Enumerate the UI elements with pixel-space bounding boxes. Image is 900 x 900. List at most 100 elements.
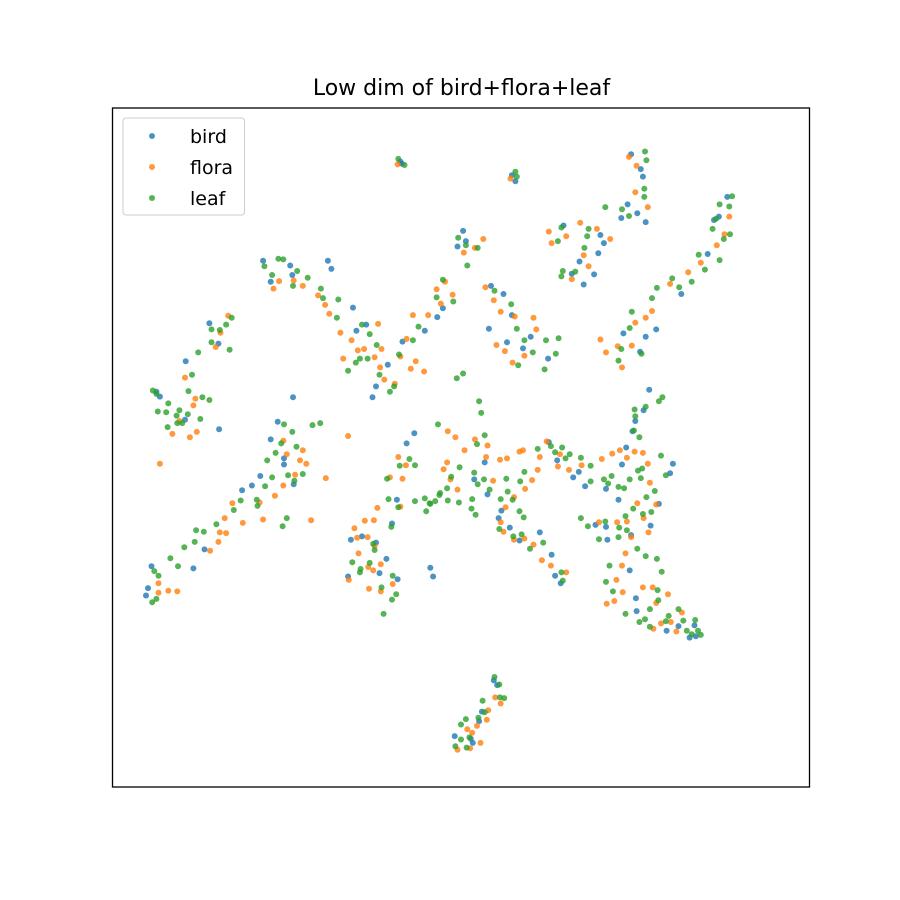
flora-point — [511, 313, 518, 320]
flora-point — [483, 454, 490, 460]
leaf-point — [439, 276, 446, 283]
flora-point — [212, 344, 219, 350]
bird-point — [536, 529, 543, 536]
bird-point — [576, 258, 583, 265]
leaf-point — [389, 596, 395, 603]
flora-point — [337, 329, 344, 336]
leaf-point — [176, 407, 183, 414]
flora-point — [322, 475, 329, 482]
leaf-point — [515, 362, 522, 369]
leaf-point — [409, 337, 416, 344]
bird-point — [642, 219, 649, 226]
leaf-point — [371, 547, 378, 553]
flora-point — [326, 310, 333, 317]
flora-point — [585, 263, 592, 270]
legend-box — [122, 117, 245, 216]
plot-frame — [111, 107, 811, 788]
leaf-point — [283, 515, 290, 522]
leaf-point — [151, 568, 158, 575]
flora-point — [713, 242, 720, 249]
flora-point — [403, 335, 410, 342]
flora-point — [409, 312, 416, 319]
bird-point — [462, 238, 469, 245]
leaf-point — [237, 497, 244, 504]
bird-point — [623, 444, 630, 451]
leaf-point — [391, 383, 398, 390]
leaf-point — [642, 616, 648, 623]
leaf-point — [167, 555, 174, 562]
leaf-point — [317, 420, 324, 427]
flora-point — [366, 585, 372, 592]
flora-point — [502, 504, 509, 511]
flora-point — [593, 225, 600, 232]
bird-point — [554, 457, 561, 464]
flora-point — [377, 561, 384, 568]
leaf-point — [649, 295, 655, 302]
leaf-point — [552, 350, 559, 357]
bird-point — [516, 537, 523, 544]
leaf-point — [584, 523, 591, 530]
leaf-point — [509, 496, 516, 503]
flora-point — [223, 530, 230, 537]
flora-point — [425, 312, 432, 319]
bird-point — [634, 210, 641, 217]
leaf-point — [688, 631, 695, 638]
flora-point — [471, 436, 478, 443]
leaf-point — [370, 540, 377, 547]
leaf-point — [655, 398, 662, 405]
bird-point — [393, 496, 400, 503]
leaf-point — [626, 213, 632, 219]
leaf-point — [179, 420, 186, 427]
leaf-point — [521, 337, 528, 344]
leaf-point — [653, 555, 660, 562]
leaf-point — [366, 331, 373, 338]
series-leaf — [149, 148, 736, 751]
flora-point — [634, 500, 641, 507]
leaf-point — [642, 553, 649, 560]
leaf-point — [472, 511, 479, 518]
bird-point — [506, 524, 513, 531]
leaf-point — [572, 268, 579, 275]
leaf-point — [253, 496, 260, 503]
leaf-point — [481, 709, 488, 716]
legend-marker-leaf — [149, 195, 155, 201]
flora-point — [169, 430, 176, 437]
flora-point — [345, 433, 352, 439]
leaf-point — [352, 359, 359, 366]
leaf-point — [513, 325, 520, 332]
flora-point — [345, 576, 352, 583]
leaf-point — [692, 617, 699, 623]
leaf-point — [587, 462, 594, 469]
flora-point — [631, 448, 638, 455]
leaf-point — [261, 263, 268, 270]
leaf-point — [605, 480, 612, 487]
bird-point — [439, 305, 446, 312]
leaf-point — [558, 273, 565, 280]
leaf-point — [272, 449, 279, 456]
leaf-point — [281, 421, 287, 428]
leaf-point — [688, 278, 695, 285]
leaf-point — [474, 244, 481, 251]
flora-point — [221, 515, 228, 522]
leaf-point — [384, 475, 391, 482]
flora-point — [622, 550, 629, 557]
leaf-point — [662, 472, 669, 479]
flora-point — [452, 434, 459, 441]
leaf-point — [695, 251, 702, 258]
bird-point — [427, 564, 434, 571]
flora-point — [645, 529, 652, 536]
flora-point — [371, 354, 378, 361]
leaf-point — [356, 569, 363, 576]
bird-point — [548, 551, 555, 558]
leaf-point — [642, 148, 648, 155]
flora-point — [270, 285, 277, 292]
leaf-point — [304, 274, 311, 281]
bird-point — [675, 623, 682, 630]
flora-point — [292, 471, 299, 478]
flora-point — [482, 284, 489, 291]
bird-point — [647, 522, 654, 529]
bird-point — [328, 265, 335, 272]
flora-point — [460, 249, 467, 256]
bird-point — [363, 321, 370, 328]
leaf-point — [184, 411, 191, 418]
